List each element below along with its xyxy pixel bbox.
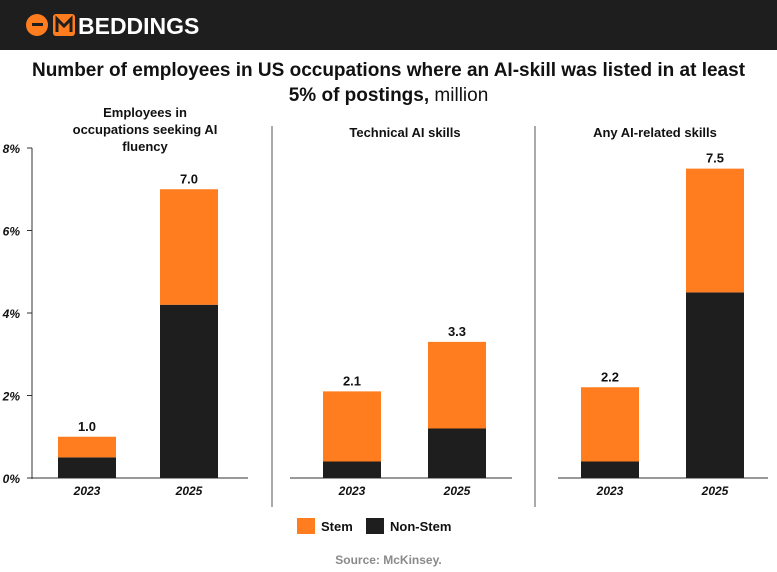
y-tick-label: 2% xyxy=(2,390,21,404)
x-category-label: 2025 xyxy=(443,484,471,498)
panel-title-line: occupations seeking AI xyxy=(73,122,218,137)
x-category-label: 2025 xyxy=(701,484,729,498)
bar-stem-2025 xyxy=(428,341,486,429)
bar-stem-2023 xyxy=(323,391,381,462)
bar-total-label: 2.1 xyxy=(343,373,361,388)
legend-swatch-non-stem xyxy=(366,518,384,534)
legend: Stem Non-Stem xyxy=(297,518,451,534)
legend-label: Non-Stem xyxy=(390,519,451,534)
x-category-label: 2023 xyxy=(596,484,624,498)
source-note: Source: McKinsey. xyxy=(335,553,442,567)
bar-total-label: 7.5 xyxy=(706,151,724,166)
chart-title-main: Number of employees in US occupations wh… xyxy=(31,60,746,106)
chart-title-unit: million xyxy=(429,85,489,106)
legend-label: Stem xyxy=(321,519,353,534)
chart-panels: Employees in occupations seeking AI fluenc… xyxy=(32,105,768,507)
header-bar: BEDDINGS xyxy=(0,0,777,50)
bar-non-stem-2023 xyxy=(581,461,639,478)
logo-mark-e-bar xyxy=(32,23,43,26)
panel-title-line: Any AI-related skills xyxy=(593,125,717,140)
panel-title: Any AI-related skills xyxy=(593,125,717,140)
panel-1: Employees in occupations seeking AI fluenc… xyxy=(32,105,248,498)
y-tick-label: 8% xyxy=(3,142,21,156)
panel-title-line: Employees in xyxy=(103,105,187,120)
bar-total-label: 3.3 xyxy=(448,324,466,339)
embeddings-logo: BEDDINGS xyxy=(26,13,199,39)
y-tick-label: 6% xyxy=(3,225,21,239)
panel-title: Employees in occupations seeking AI fluenc… xyxy=(73,105,218,154)
panel-title: Technical AI skills xyxy=(349,125,460,140)
chart-title: Number of employees in US occupations wh… xyxy=(20,58,757,108)
bar-stem-2025 xyxy=(686,168,744,293)
y-tick-label: 4% xyxy=(2,307,21,321)
bar-non-stem-2023 xyxy=(323,461,381,478)
x-category-label: 2025 xyxy=(175,484,203,498)
logo-wordmark: BEDDINGS xyxy=(78,13,199,39)
panel-title-line: fluency xyxy=(122,139,168,154)
y-axis: 0% 2% 4% 6% 8% xyxy=(2,142,33,486)
legend-swatch-stem xyxy=(297,518,315,534)
x-category-label: 2023 xyxy=(73,484,101,498)
bar-non-stem-2025 xyxy=(428,428,486,478)
bar-stem-2023 xyxy=(581,387,639,462)
bar-total-label: 2.2 xyxy=(601,369,619,384)
bar-stem-2025 xyxy=(160,189,218,305)
bar-non-stem-2025 xyxy=(686,292,744,478)
bar-total-label: 7.0 xyxy=(180,171,198,186)
x-category-label: 2023 xyxy=(338,484,366,498)
bar-stem-2023 xyxy=(58,436,116,458)
bar-non-stem-2025 xyxy=(160,304,218,478)
y-tick-label: 0% xyxy=(3,472,21,486)
panel-title-line: Technical AI skills xyxy=(349,125,460,140)
panel-2: Technical AI skills 2.1 2023 3.3 2025 xyxy=(290,125,512,498)
bar-non-stem-2023 xyxy=(58,457,116,478)
panel-3: Any AI-related skills 2.2 2023 7.5 2025 xyxy=(558,125,768,498)
logo-mark-m-stroke xyxy=(55,15,73,32)
bar-total-label: 1.0 xyxy=(78,419,96,434)
